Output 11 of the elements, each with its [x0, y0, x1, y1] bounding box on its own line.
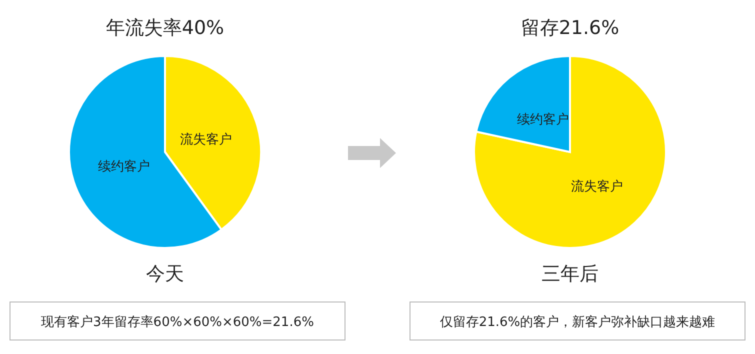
slice-label: 流失客户	[180, 132, 232, 148]
chart-title: 年流失率40%	[106, 17, 224, 39]
slice-label: 流失客户	[571, 178, 624, 195]
pie-slice	[473, 55, 667, 249]
chart-title: 留存21.6%	[520, 17, 620, 39]
text: 今天	[146, 263, 184, 285]
slice-label: 续约客户	[516, 111, 569, 128]
text: 现有客户3年留存率60%×60%×60%=21.6%	[41, 314, 314, 330]
slice-label: 续约客户	[98, 158, 150, 174]
text: 三年后	[542, 263, 598, 285]
text: 仅留存21.6%的客户，新客户弥补缺口越来越难	[440, 314, 716, 330]
